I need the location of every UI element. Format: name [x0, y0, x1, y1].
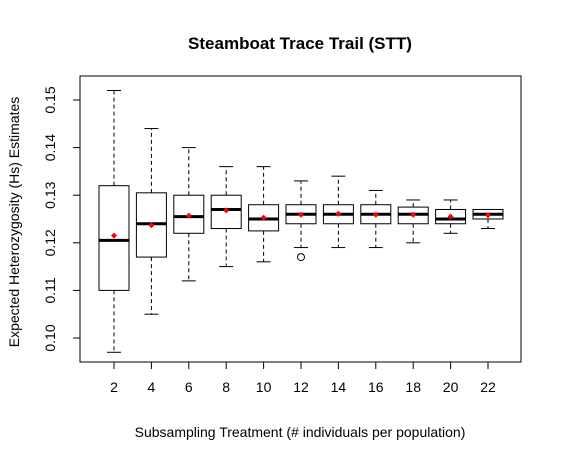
y-tick-label: 0.12	[42, 229, 58, 256]
box-group	[473, 209, 503, 228]
x-tick-label: 4	[148, 379, 156, 395]
y-tick-label: 0.10	[42, 324, 58, 351]
x-tick-label: 2	[110, 379, 118, 395]
chart-title: Steamboat Trace Trail (STT)	[188, 34, 412, 53]
x-tick-label: 18	[405, 379, 421, 395]
x-axis: 2 4 6 8 10 12 14 16 18 20 22	[110, 362, 496, 395]
x-tick-label: 8	[222, 379, 230, 395]
y-axis: 0.10 0.11 0.12 0.13 0.14 0.15	[42, 86, 80, 351]
box-group	[211, 167, 241, 267]
box-series	[99, 90, 503, 352]
box-group	[436, 200, 466, 233]
box-group	[249, 167, 279, 262]
x-tick-label: 16	[368, 379, 384, 395]
y-axis-label: Expected Heterozygosity (Hs) Estimates	[6, 97, 22, 348]
x-tick-label: 14	[331, 379, 347, 395]
box-group	[286, 181, 316, 261]
box-group	[361, 190, 391, 247]
x-tick-label: 12	[293, 379, 309, 395]
x-tick-label: 6	[185, 379, 193, 395]
x-axis-label: Subsampling Treatment (# individuals per…	[135, 424, 466, 440]
box-group	[136, 129, 166, 315]
y-tick-label: 0.14	[42, 134, 58, 161]
box-group	[174, 148, 204, 281]
outlier-point	[298, 254, 305, 261]
box-group	[398, 200, 428, 243]
x-tick-label: 20	[443, 379, 459, 395]
y-tick-label: 0.11	[42, 277, 58, 303]
x-tick-label: 10	[256, 379, 272, 395]
box-group	[323, 176, 353, 247]
x-tick-label: 22	[480, 379, 496, 395]
y-tick-label: 0.15	[42, 86, 58, 113]
y-tick-label: 0.13	[42, 181, 58, 208]
box-group	[99, 90, 129, 352]
